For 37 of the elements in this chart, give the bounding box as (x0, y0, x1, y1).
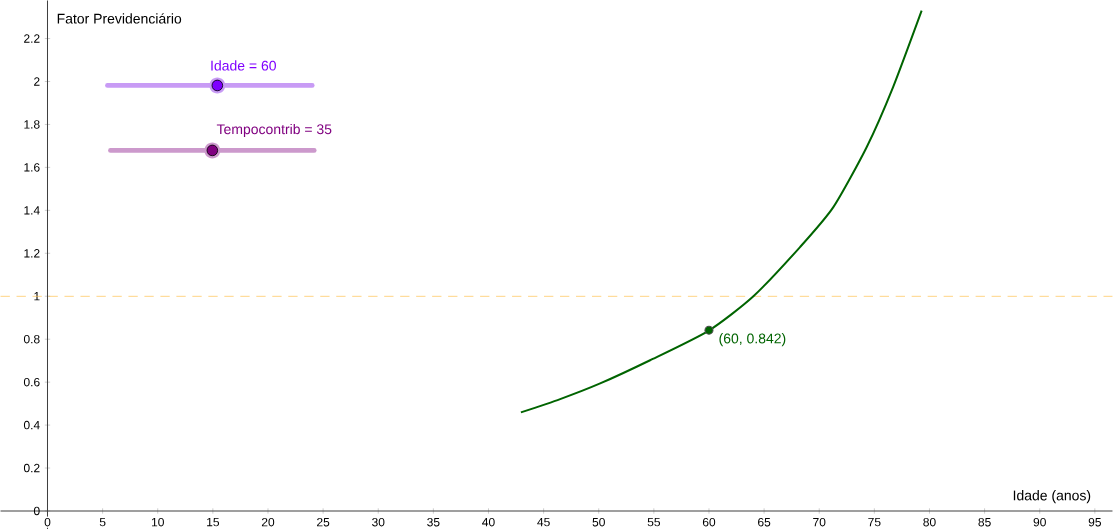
x-tick-label: 80 (923, 518, 936, 527)
x-axis-title: Idade (anos) (1013, 490, 1091, 504)
x-tick-label: 60 (702, 518, 716, 527)
y-tick-label: 2 (34, 77, 40, 86)
x-tick-label: 25 (317, 518, 330, 527)
y-tick-label: 0.2 (23, 464, 40, 473)
annotation: Tempocontrib = 35 (216, 124, 332, 138)
x-tick-label: 65 (758, 518, 771, 527)
x-tick-label: 70 (813, 518, 826, 527)
y-tick-label: 2.2 (24, 34, 40, 43)
x-tick-label: 85 (978, 518, 991, 527)
x-tick-label: 5 (99, 518, 106, 527)
y-tick-label: 0.4 (23, 421, 40, 430)
y-axis-title: Fator Previdenciário (57, 13, 182, 24)
x-tick-label: 75 (868, 518, 881, 527)
x-tick-label: 95 (1088, 518, 1101, 527)
x-tick-label: 15 (207, 518, 220, 527)
x-tick-label: 45 (537, 518, 550, 527)
x-tick-label: 90 (1033, 518, 1046, 527)
y-tick-label: 0.6 (23, 378, 40, 387)
x-tick-label: 20 (261, 518, 275, 527)
y-tick-label: 1.4 (24, 206, 40, 215)
y-tick-label: 0.8 (23, 335, 40, 344)
y-tick-label: 1.2 (24, 249, 40, 258)
x-tick-label: 10 (152, 518, 164, 527)
annotation: (60, 0.842) (719, 333, 786, 347)
x-tick-label: 35 (427, 518, 440, 527)
x-tick-label: 40 (482, 518, 495, 527)
x-tick-label: 55 (647, 518, 661, 527)
y-tick-label: 1.8 (24, 120, 40, 129)
x-tick-label: 0 (44, 518, 51, 527)
y-tick-label: 1 (34, 292, 40, 301)
annotation: Idade = 60 (211, 60, 276, 71)
x-tick-label: 50 (592, 518, 605, 527)
x-tick-label: 30 (372, 518, 385, 527)
y-tick-label: 0 (33, 506, 40, 516)
y-tick-label: 1.6 (24, 163, 40, 172)
